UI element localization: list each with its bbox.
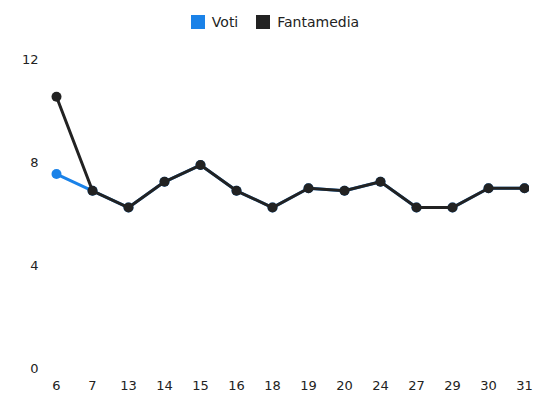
svg-text:18: 18 [264,378,281,393]
svg-text:27: 27 [408,378,425,393]
svg-text:7: 7 [88,378,96,393]
svg-text:4: 4 [30,258,38,273]
svg-text:30: 30 [480,378,497,393]
svg-text:13: 13 [120,378,137,393]
svg-text:31: 31 [516,378,533,393]
svg-text:15: 15 [192,378,209,393]
svg-text:24: 24 [372,378,389,393]
svg-text:6: 6 [52,378,60,393]
svg-text:14: 14 [156,378,173,393]
html-text:Voti: Voti [211,14,239,30]
svg-text:12: 12 [22,52,39,67]
svg-text:8: 8 [30,155,38,170]
html-text:Fantamedia: Fantamedia [277,14,360,30]
svg-text:16: 16 [228,378,245,393]
svg-text:0: 0 [30,361,38,376]
svg-text:29: 29 [444,378,461,393]
svg-text:20: 20 [336,378,353,393]
svg-text:19: 19 [300,378,317,393]
